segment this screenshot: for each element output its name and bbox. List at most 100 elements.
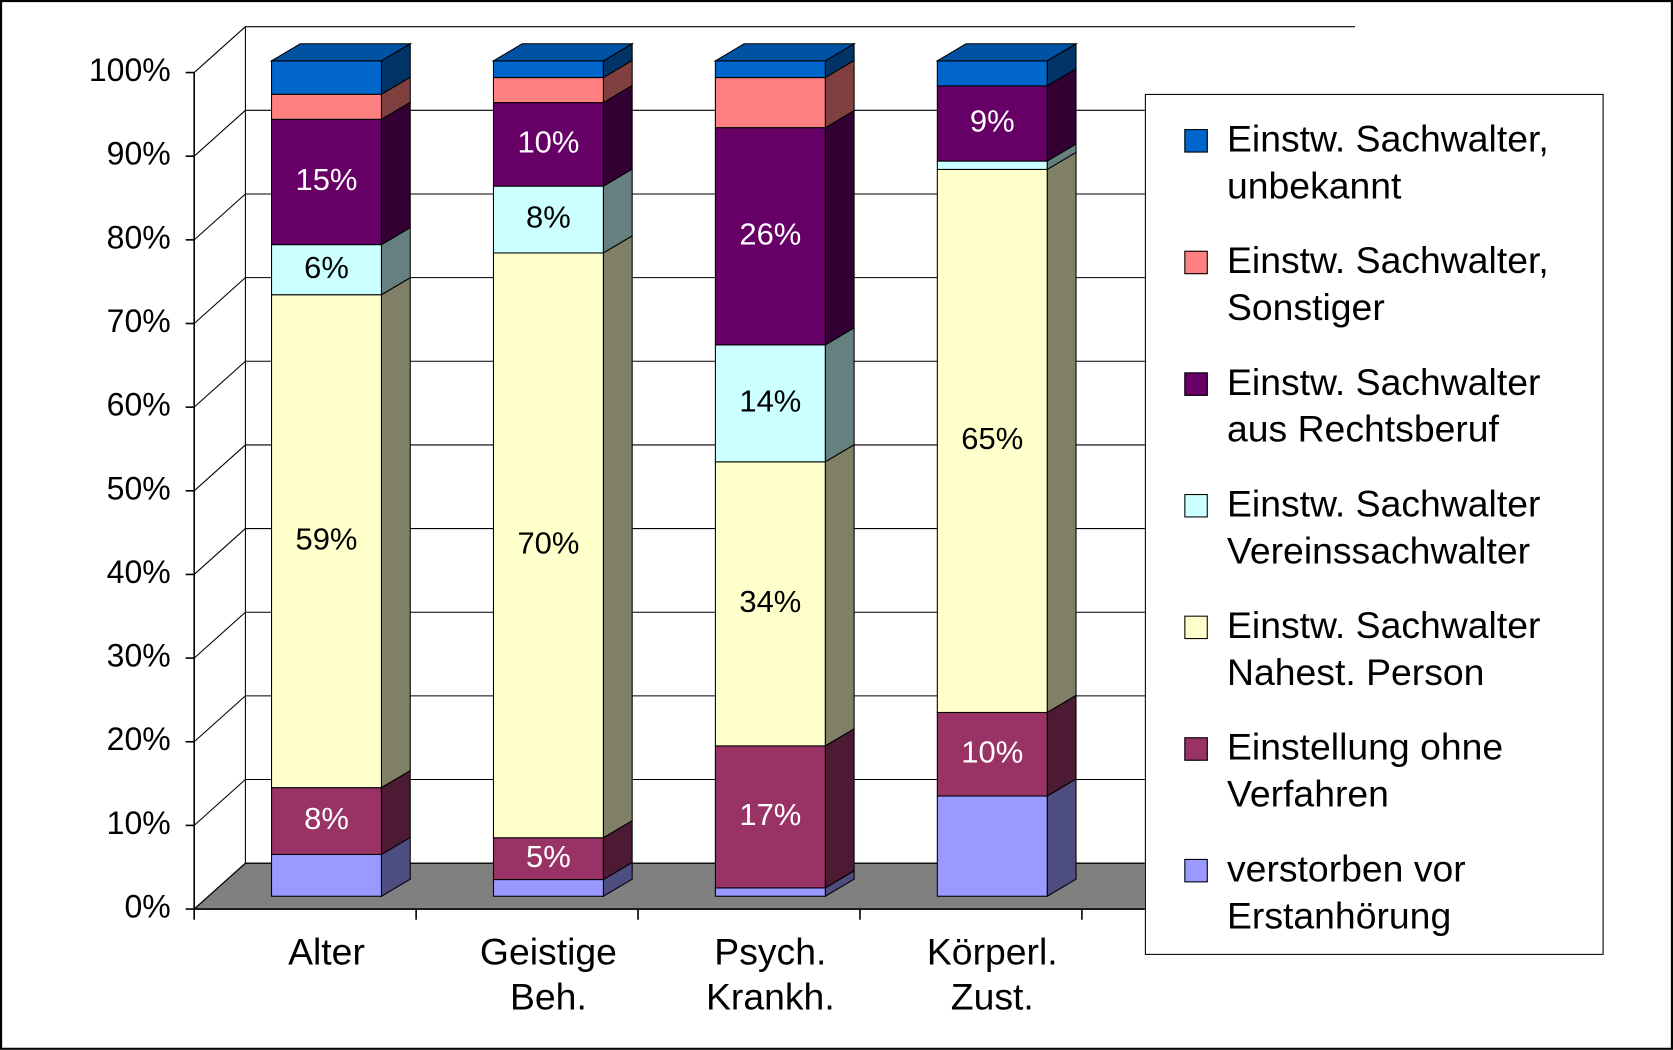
x-tick-label: Körperl. Zust. [926, 931, 1058, 1018]
bar [936, 795, 1048, 897]
legend-swatch [1184, 615, 1208, 640]
bar [492, 102, 604, 187]
legend-swatch [1184, 858, 1208, 883]
y-tick-label: 30% [107, 638, 171, 674]
data-label: 10% [517, 125, 579, 160]
grid-line-side [193, 26, 246, 73]
legend-label: Einstw. Sachwalter Vereinssachwalter [1227, 483, 1541, 572]
legend: verstorben vor Erstanhörung Einstellung o… [1144, 93, 1604, 955]
bar-side [824, 443, 855, 747]
bar-side [1046, 777, 1077, 898]
data-label: 15% [296, 162, 358, 197]
bar-top [935, 43, 1078, 62]
data-label: 8% [304, 801, 349, 836]
legend-swatch [1184, 129, 1208, 153]
bar [271, 60, 382, 95]
bar [714, 461, 826, 747]
bar [492, 837, 604, 881]
bar-top [713, 43, 857, 62]
bar [492, 252, 604, 839]
data-label: 10% [961, 734, 1023, 769]
bar-side [1046, 151, 1077, 714]
data-label: 9% [970, 104, 1015, 139]
bar [714, 76, 826, 129]
y-tick-label: 100% [89, 52, 171, 88]
bar [936, 168, 1048, 713]
bar-side [380, 101, 411, 246]
x-tick-label: Psych. Krankh. [705, 931, 835, 1018]
y-tick-label: 40% [107, 554, 171, 590]
data-label: 14% [739, 384, 801, 419]
bar [714, 887, 826, 897]
data-label: 59% [296, 521, 358, 556]
bar [492, 60, 604, 79]
bar-side [380, 276, 411, 789]
legend-swatch [1184, 494, 1208, 518]
grid-line-side [193, 695, 246, 743]
y-tick-label: 0% [124, 889, 170, 925]
bar [492, 76, 604, 104]
data-label: 65% [961, 421, 1023, 456]
bar-top [269, 43, 413, 62]
bar [492, 185, 604, 254]
x-tick-label: Geistige Beh. [479, 931, 617, 1018]
data-label: 70% [517, 526, 579, 561]
bar [271, 244, 382, 296]
bar [271, 787, 382, 856]
y-tick-label: 10% [107, 805, 171, 841]
bar [714, 745, 826, 889]
bar-side [824, 727, 855, 889]
bar [714, 60, 826, 79]
bar-side [602, 234, 633, 839]
legend-swatch [1184, 250, 1208, 275]
bar [714, 127, 826, 346]
bar [271, 294, 382, 789]
bar [936, 85, 1048, 162]
x-tick-label: Alter [288, 931, 365, 974]
grid-line-side [193, 109, 246, 157]
legend-label: Einstellung ohne Verfahren [1227, 726, 1504, 816]
bar [714, 344, 826, 463]
bar-side [824, 326, 855, 463]
data-label: 26% [739, 216, 801, 251]
legend-label: Einstw. Sachwalter aus Rechtsberuf [1227, 361, 1541, 451]
bar [492, 879, 604, 897]
grid-line-side [193, 444, 246, 492]
legend-label: Einstw. Sachwalter, Sonstiger [1227, 240, 1549, 329]
grid-line-side [193, 193, 246, 241]
bar [936, 60, 1048, 87]
y-tick-label: 20% [107, 721, 171, 757]
legend-swatch [1184, 372, 1208, 396]
y-tick-label: 80% [107, 219, 171, 255]
y-tick-label: 90% [107, 136, 171, 172]
data-label: 6% [304, 250, 349, 285]
legend-label: Einstw. Sachwalter Nahest. Person [1227, 604, 1541, 694]
legend-label: verstorben vor Erstanhörung [1227, 848, 1466, 937]
grid-line-side [193, 611, 246, 659]
grid-line-side [193, 360, 246, 408]
grid-line-side [193, 528, 246, 575]
bar [936, 711, 1048, 797]
bar [271, 93, 382, 120]
y-tick-label: 60% [107, 387, 171, 423]
grid-line-side [193, 779, 246, 826]
legend-label: Einstw. Sachwalter, unbekannt [1227, 118, 1549, 207]
y-tick-label: 50% [107, 470, 171, 506]
data-label: 5% [526, 839, 571, 874]
legend-swatch [1184, 737, 1208, 761]
grid-line-side [193, 862, 246, 910]
grid-line-side [193, 277, 246, 324]
bar-side [824, 109, 855, 346]
bar [271, 853, 382, 897]
data-label: 17% [739, 797, 801, 832]
bar [271, 118, 382, 246]
y-tick-label: 70% [107, 303, 171, 339]
bar-top [491, 43, 635, 62]
data-label: 8% [526, 200, 571, 235]
data-label: 34% [739, 584, 801, 619]
bar [936, 160, 1048, 170]
